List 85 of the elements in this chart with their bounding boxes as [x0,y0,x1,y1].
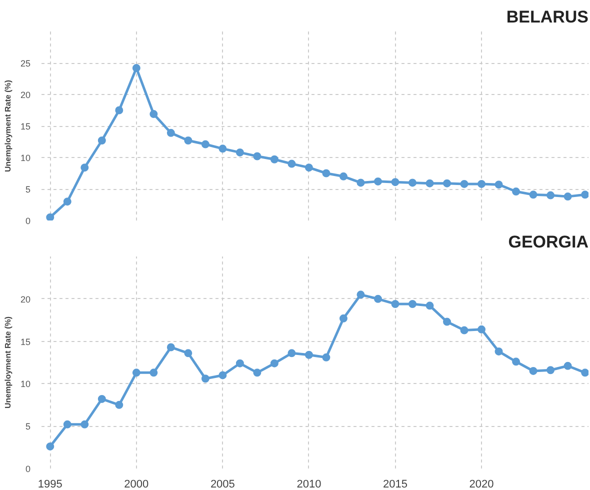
point [184,349,192,358]
point [63,420,72,428]
point [304,350,313,359]
y-tick-label: 15 [20,336,31,347]
y-axis-title: Unemployment Rate (%) [3,316,12,409]
point [391,300,400,308]
point [132,64,140,72]
y-tick-label: 5 [25,184,31,194]
point [408,300,416,308]
y-tick-label: 20 [20,294,31,304]
x-tick-label: 1995 [38,478,62,490]
y-tick-label: 20 [20,90,31,100]
point [150,110,158,118]
y-tick-label: 0 [25,464,31,474]
point [581,368,588,377]
point [356,178,365,187]
point [460,180,468,188]
point [304,164,313,172]
point [529,366,538,375]
point [288,160,296,168]
point [391,178,400,186]
y-tick-label: 5 [25,422,31,432]
point [98,136,106,144]
point [270,359,278,368]
point [218,144,227,153]
y-tick-label: 0 [25,216,31,226]
point [339,314,348,322]
chart-title: BELARUS [506,8,588,26]
point [408,178,416,187]
x-tick-label: 2020 [469,478,494,490]
point [478,325,486,334]
point [201,374,210,383]
point [426,302,434,310]
x-tick-label: 2005 [210,478,235,490]
point [356,290,365,299]
point [322,353,330,362]
point [184,136,192,144]
point [132,368,140,377]
point [581,190,588,199]
point [546,366,555,374]
point [564,192,572,201]
point [166,128,175,137]
point [460,326,468,334]
point [150,368,158,377]
point [288,349,296,358]
y-tick-label: 10 [20,379,31,390]
point [115,106,124,114]
point [529,190,538,199]
point [80,420,89,428]
point [46,213,54,220]
point [166,343,175,352]
point [494,180,503,189]
x-tick-label: 2010 [296,478,322,490]
point [115,400,124,409]
point [253,152,262,160]
point [253,368,262,377]
point [512,358,520,366]
point [339,172,348,180]
point [218,371,227,380]
point [374,177,382,186]
chart-title: GEORGIA [508,232,589,252]
y-tick-label: 10 [20,153,31,163]
x-tick-label: 2015 [383,478,408,490]
point [426,179,434,188]
point [546,191,555,200]
point [564,362,572,370]
point [201,140,210,148]
point [443,318,452,326]
point [374,294,382,303]
point [46,442,54,450]
point [236,148,244,156]
point [322,169,330,178]
point [80,164,89,172]
point [236,359,244,368]
point [63,198,72,206]
point [270,155,278,164]
x-tick-label: 2000 [124,478,149,490]
point [494,347,503,356]
point [478,180,486,188]
point [512,188,520,196]
y-axis-title: Unemployment Rate (%) [3,80,12,172]
point [443,179,452,188]
point [98,394,106,403]
y-tick-label: 15 [20,122,31,132]
y-tick-label: 25 [20,58,31,68]
